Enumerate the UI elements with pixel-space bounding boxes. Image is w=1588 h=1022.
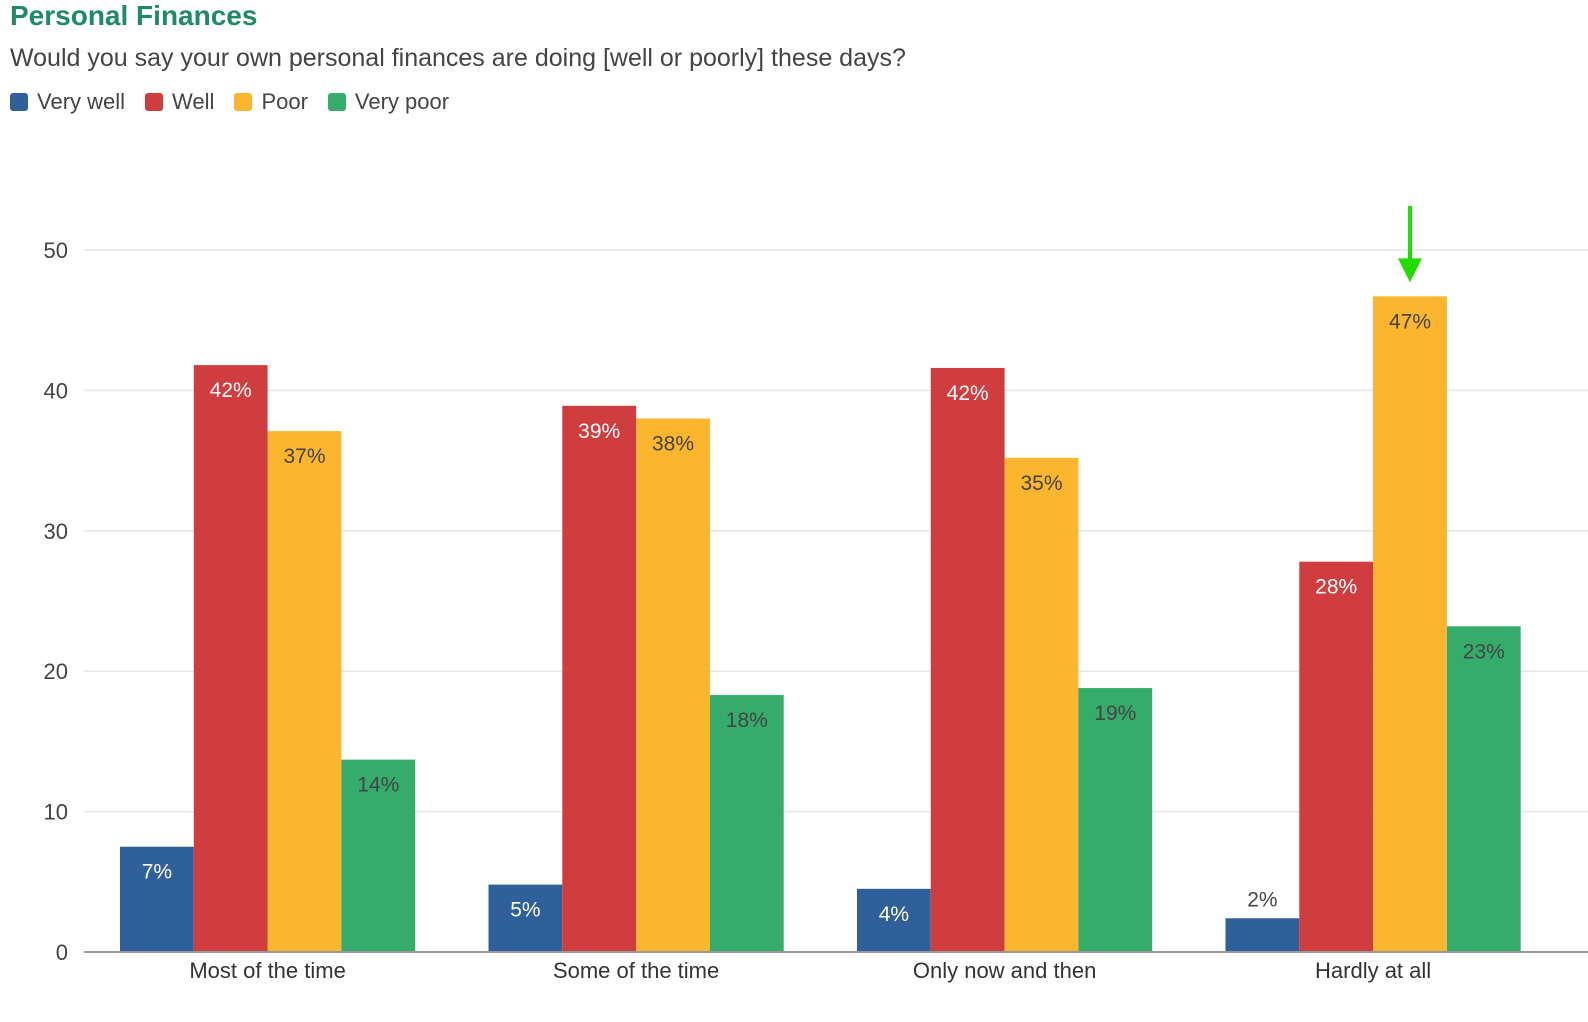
chart-subtitle: Would you say your own personal finances… xyxy=(10,44,906,72)
bar-very-well xyxy=(488,884,563,952)
data-label: 18% xyxy=(726,709,768,732)
data-label: 5% xyxy=(510,899,540,922)
legend-label: Very well xyxy=(37,89,126,114)
data-label: 38% xyxy=(652,432,694,455)
bar-very-poor xyxy=(1446,626,1521,952)
y-tick-label: 40 xyxy=(44,378,68,403)
x-tick-label: Hardly at all xyxy=(1315,958,1431,983)
data-label: 7% xyxy=(142,861,172,884)
legend: Very well Well Poor Very poor xyxy=(10,89,469,115)
y-tick-label: 20 xyxy=(44,659,68,684)
data-label: 2% xyxy=(1247,888,1277,911)
bar-very-poor xyxy=(709,695,784,952)
bar-poor xyxy=(1004,457,1079,952)
y-tick-label: 0 xyxy=(56,940,68,965)
bar-poor xyxy=(267,431,342,953)
bar-poor xyxy=(636,418,710,953)
legend-item-well[interactable]: Well xyxy=(145,89,214,115)
legend-item-very-well[interactable]: Very well xyxy=(10,89,125,115)
legend-label: Very poor xyxy=(354,89,450,114)
data-label: 23% xyxy=(1463,640,1505,663)
bar-very-well xyxy=(1225,918,1300,952)
legend-swatch xyxy=(234,93,253,111)
legend-label: Poor xyxy=(261,89,308,114)
bar-well xyxy=(1299,561,1374,952)
data-label: 19% xyxy=(1094,702,1136,725)
y-tick-label: 30 xyxy=(44,519,68,544)
legend-swatch xyxy=(327,93,346,111)
bar-very-well xyxy=(857,888,931,952)
data-label: 4% xyxy=(879,903,909,926)
y-tick-label: 10 xyxy=(44,800,68,825)
bar-poor xyxy=(1373,296,1447,952)
bar-very-poor xyxy=(1078,688,1153,952)
data-label: 42% xyxy=(947,382,989,405)
legend-swatch xyxy=(10,93,28,111)
data-label: 35% xyxy=(1020,472,1062,495)
data-label: 28% xyxy=(1315,576,1357,599)
legend-label: Well xyxy=(172,89,215,114)
bar-well xyxy=(930,367,1005,952)
x-tick-label: Some of the time xyxy=(553,958,719,983)
data-label: 47% xyxy=(1389,310,1431,333)
data-label: 37% xyxy=(283,445,325,468)
legend-swatch xyxy=(145,93,164,111)
legend-item-poor[interactable]: Poor xyxy=(234,89,308,115)
data-label: 14% xyxy=(357,774,399,797)
bar-well xyxy=(193,365,268,952)
y-tick-label: 50 xyxy=(44,238,68,263)
chart-title: Personal Finances xyxy=(10,0,258,31)
x-tick-label: Only now and then xyxy=(913,958,1096,983)
data-label: 39% xyxy=(578,420,620,443)
annotation-arrow-head xyxy=(1398,258,1422,283)
bar-very-poor xyxy=(341,759,416,952)
data-label: 42% xyxy=(210,379,252,402)
bar-well xyxy=(562,405,637,952)
legend-item-very-poor[interactable]: Very poor xyxy=(327,89,450,115)
x-tick-label: Most of the time xyxy=(189,958,346,983)
bar-very-well xyxy=(120,846,194,952)
